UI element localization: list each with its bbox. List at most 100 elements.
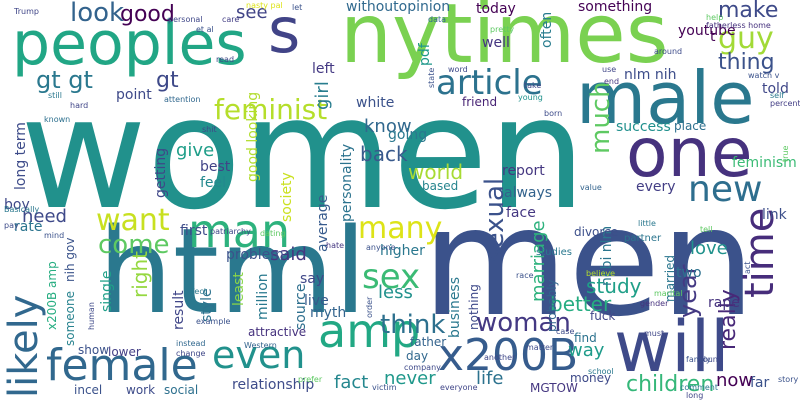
cloud-word: good (120, 2, 175, 27)
cloud-word: peoples (12, 9, 247, 79)
cloud-word: far (750, 375, 770, 391)
cloud-word: x200B amp (45, 261, 59, 330)
cloud-word: take (524, 81, 542, 90)
cloud-word: gender (640, 299, 669, 308)
cloud-word: race (516, 271, 534, 280)
cloud-word: divorce (574, 225, 619, 239)
cloud-word: sex (362, 257, 421, 297)
cloud-word: fuck (590, 309, 616, 323)
cloud-word: told (762, 81, 789, 97)
cloud-word: good looking (245, 91, 261, 182)
cloud-word: mind (44, 231, 65, 240)
cloud-word: around (654, 47, 683, 56)
cloud-word: female (46, 340, 198, 391)
cloud-word: et al (196, 25, 214, 34)
cloud-word: friend (462, 95, 498, 109)
cloud-word: comment (680, 383, 719, 392)
cloud-word: one (626, 114, 753, 193)
cloud-word: something (578, 0, 653, 15)
cloud-word: come (98, 230, 170, 260)
cloud-word: live (304, 293, 329, 309)
cloud-word: end (604, 77, 620, 86)
cloud-word: thing (718, 50, 775, 75)
cloud-word: girl (312, 81, 333, 110)
cloud-word: company (404, 363, 441, 372)
cloud-word: found (700, 355, 723, 364)
cloud-word: young (518, 93, 543, 102)
cloud-word: Western (244, 341, 277, 350)
cloud-word: hard (70, 101, 89, 110)
cloud-word: well (482, 35, 510, 51)
cloud-word: long (686, 391, 704, 400)
cloud-word: even (212, 333, 306, 377)
cloud-word: another (484, 353, 516, 362)
cloud-word: pay (4, 221, 19, 230)
cloud-word: withoutopinion (346, 0, 451, 15)
cloud-word: known (44, 115, 71, 124)
cloud-word: work (126, 383, 156, 397)
cloud-word: lower (108, 345, 141, 359)
cloud-word: example (196, 317, 231, 326)
cloud-word: said (270, 244, 307, 265)
cloud-word: higher (380, 243, 425, 259)
cloud-word: link (762, 207, 787, 223)
cloud-word: see (236, 2, 268, 23)
cloud-word: society (279, 172, 295, 222)
cloud-word: nothing (467, 284, 481, 330)
cloud-word: left (312, 61, 335, 77)
cloud-word: nasty pal (246, 1, 283, 10)
cloud-word: long term (13, 122, 29, 190)
cloud-word: care (222, 15, 240, 24)
cloud-word: love (690, 238, 728, 259)
cloud-word: often (539, 11, 555, 48)
cloud-word: first (180, 223, 208, 239)
cloud-word: anyone (366, 243, 396, 252)
cloud-word: will (614, 306, 730, 388)
cloud-word: human (87, 302, 96, 330)
cloud-word: world (408, 160, 464, 184)
cloud-word: getting (153, 147, 169, 198)
cloud-word: must (644, 329, 665, 338)
cloud-word: money (570, 371, 612, 385)
cloud-word: likely (1, 294, 47, 398)
cloud-word: man (188, 204, 291, 258)
cloud-word: life (476, 368, 504, 389)
cloud-word: true (781, 145, 790, 162)
cloud-word: nih gov (63, 237, 77, 282)
cloud-word: report (502, 163, 545, 179)
cloud-word: children (626, 372, 715, 397)
cloud-word: women (20, 63, 587, 244)
cloud-word: fact (334, 372, 369, 393)
cloud-word: success (616, 119, 671, 135)
cloud-word: need (22, 206, 67, 227)
cloud-word: someone (63, 291, 77, 346)
cloud-word: self (770, 91, 785, 100)
cloud-word: s (268, 0, 301, 67)
cloud-word: want (96, 203, 170, 238)
cloud-word: watch v (748, 71, 780, 80)
cloud-word: single (99, 270, 115, 312)
cloud-word: order (365, 296, 374, 318)
cloud-word: point (116, 87, 152, 103)
cloud-word: effect (184, 287, 207, 296)
cloud-word: better (550, 292, 612, 316)
cloud-word: best (200, 159, 231, 175)
cloud-word: gt gt (36, 66, 93, 94)
cloud-word: prefer (298, 375, 323, 384)
cloud-word: youtube (678, 23, 736, 39)
cloud-word: father (410, 335, 447, 349)
cloud-word: pdf (417, 43, 433, 66)
cloud-word: still (48, 91, 62, 100)
cloud-word: MGTOW (530, 381, 578, 395)
cloud-word: patriarchy (210, 227, 251, 236)
cloud-word: million (255, 273, 271, 320)
cloud-word: hate (326, 241, 345, 250)
cloud-word: guy (718, 21, 774, 56)
cloud-word: personal (168, 15, 203, 24)
cloud-word: show (78, 343, 110, 357)
cloud-word: family (686, 355, 711, 364)
cloud-word: partner (624, 233, 662, 244)
cloud-word: instead (176, 339, 206, 348)
cloud-word: boy (4, 197, 30, 213)
